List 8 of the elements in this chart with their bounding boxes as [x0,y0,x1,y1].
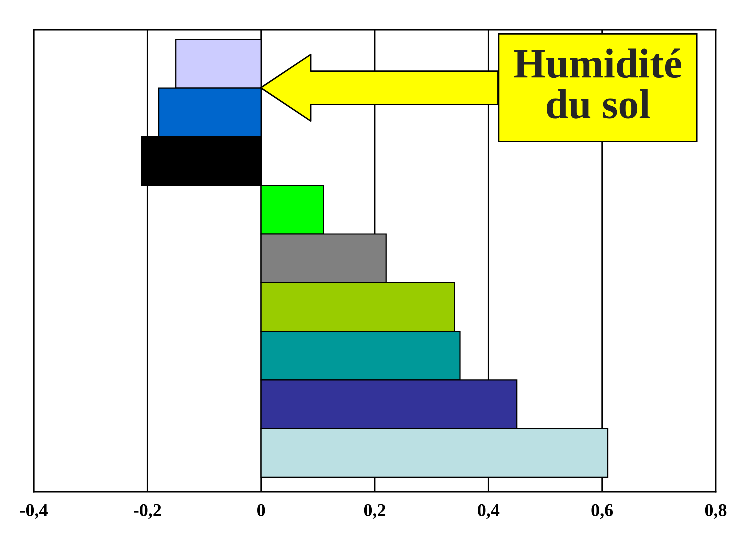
x-tick-label: -0,4 [20,504,48,520]
x-tick-label: 0 [258,504,266,517]
x-tick-label: 0,8 [705,504,727,520]
x-tick-label: 0,2 [364,504,386,520]
x-tick-label: -0,2 [134,504,162,520]
annotation: Humidité du sol [514,48,682,119]
x-tick-label: 0,6 [592,504,614,520]
x-tick-label: 0,4 [478,504,500,520]
